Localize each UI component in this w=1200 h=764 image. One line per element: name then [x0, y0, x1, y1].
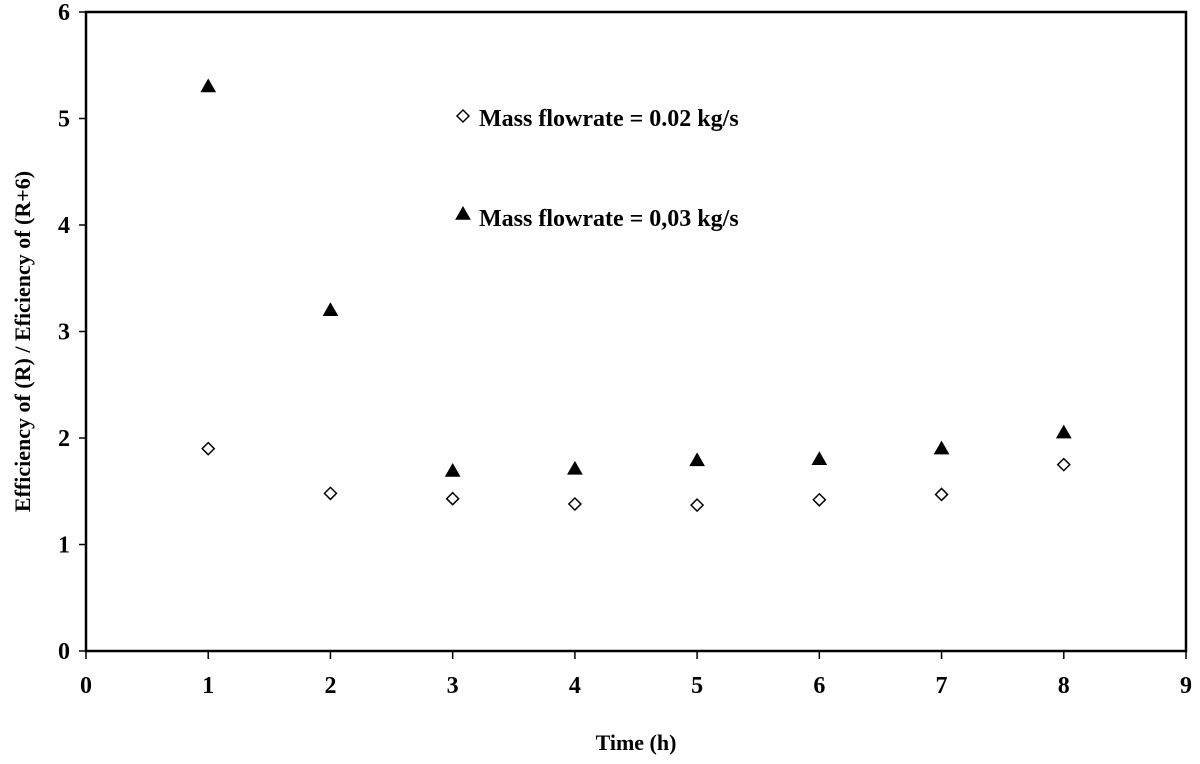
y-tick-label: 2 [58, 426, 70, 452]
legend-label: Mass flowrate = 0.02 kg/s [479, 106, 739, 132]
x-tick-label: 1 [202, 673, 214, 699]
legend-label: Mass flowrate = 0,03 kg/s [479, 206, 739, 232]
data-point [689, 452, 705, 467]
y-axis-label: Efficiency of (R) / Eficiency of (R+6) [10, 171, 35, 512]
x-tick-label: 0 [80, 673, 92, 699]
y-tick-label: 3 [58, 320, 70, 346]
axes [79, 10, 1188, 659]
x-tick-label: 4 [569, 673, 581, 699]
data-point [1056, 457, 1071, 472]
y-tick-label: 4 [58, 213, 70, 239]
x-tick-label: 6 [813, 673, 825, 699]
y-tick-label: 1 [58, 533, 70, 559]
x-axis-label: Time (h) [596, 730, 677, 755]
data-point [812, 492, 827, 507]
y-tick-label: 6 [58, 0, 70, 26]
legend-marker-triangle [455, 205, 471, 220]
data-series [200, 78, 1072, 513]
data-point [201, 441, 216, 456]
data-point [200, 78, 217, 93]
x-tick-label: 2 [324, 673, 336, 699]
data-point [323, 486, 338, 501]
tick-labels: 0 1 2 3 4 5 6 7 8 9 0 1 2 3 4 5 6 [58, 0, 1192, 699]
data-point [811, 451, 828, 466]
x-tick-label: 9 [1180, 673, 1192, 699]
series-1 [201, 441, 1071, 513]
data-point [322, 302, 339, 316]
data-point [445, 491, 460, 506]
data-point [567, 496, 582, 512]
legend-marker-diamond [455, 108, 471, 124]
series-2 [200, 78, 1072, 477]
y-tick-label: 0 [58, 639, 70, 665]
y-tick-label: 5 [58, 107, 70, 133]
data-point [690, 498, 705, 513]
data-point [567, 460, 583, 475]
x-tick-label: 3 [447, 673, 459, 699]
data-point [933, 440, 950, 455]
x-tick-label: 5 [691, 673, 703, 699]
data-point [1055, 424, 1072, 439]
data-point [444, 463, 461, 477]
x-tick-label: 7 [936, 673, 948, 699]
data-point [934, 487, 949, 502]
legend: Mass flowrate = 0.02 kg/s Mass flowrate =… [455, 106, 739, 232]
x-tick-label: 8 [1058, 673, 1070, 699]
